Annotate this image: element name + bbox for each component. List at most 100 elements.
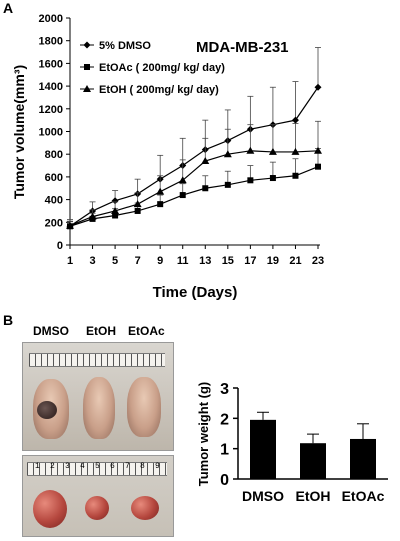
y-tick-label: 0: [57, 240, 63, 252]
y-tick-label: 1000: [39, 127, 63, 139]
legend-label: 5% DMSO: [99, 40, 151, 52]
bar-etoac: [350, 438, 376, 479]
tumor-etoh: [85, 496, 109, 520]
series-square: [67, 148, 321, 230]
ruler-number: 8: [140, 462, 145, 471]
x-tick-label: 21: [289, 255, 301, 267]
y-tick-label: 400: [45, 195, 63, 207]
data-point: [269, 175, 276, 182]
y-tick-label: 3: [220, 381, 229, 398]
y-tick-label: 1: [220, 442, 229, 459]
data-point: [156, 187, 165, 195]
ruler-number: 4: [80, 462, 85, 471]
data-point: [133, 200, 142, 208]
x-tick-label: 9: [157, 255, 163, 267]
ruler: [29, 353, 165, 367]
data-point: [179, 192, 186, 199]
x-tick-label: 1: [67, 255, 73, 267]
series-line: [69, 166, 319, 227]
series-diamond: [66, 47, 322, 230]
data-point: [223, 150, 232, 158]
mouse-etoh: [83, 377, 115, 439]
data-point: [292, 172, 299, 179]
y-axis-label: Tumor weight (g): [196, 382, 211, 486]
y-tick-label: 2: [220, 411, 229, 428]
data-point: [134, 207, 141, 214]
data-point: [88, 212, 97, 220]
data-point: [247, 177, 254, 184]
data-point: [157, 201, 164, 208]
photo-label-etoh: EtOH: [86, 324, 116, 338]
mouse-etoac: [127, 377, 161, 437]
data-point: [314, 146, 322, 154]
x-tick-label: 7: [135, 255, 141, 267]
ruler-number: 3: [65, 462, 70, 471]
x-tick-label: 13: [199, 255, 211, 267]
data-point: [111, 197, 119, 205]
x-tick-label: 3: [89, 255, 95, 267]
tumor-in-mouse: [37, 401, 57, 419]
x-tick-label: 17: [244, 255, 256, 267]
tumor-etoac: [131, 496, 159, 520]
ruler-number: 6: [110, 462, 115, 471]
tumors-photo: 1 2 3 4 5 6 7 8 9: [22, 455, 174, 537]
x-tick-label: 19: [267, 255, 279, 267]
x-tick-label: DMSO: [242, 488, 284, 504]
data-point: [224, 181, 231, 188]
legend-label: EtOH ( 200mg/ kg/ day): [99, 84, 219, 96]
y-tick-label: 1600: [39, 58, 63, 70]
data-point: [246, 146, 255, 154]
data-point: [112, 212, 119, 219]
y-tick-label: 600: [45, 172, 63, 184]
data-point: [111, 206, 120, 214]
bar-dmso: [250, 419, 276, 479]
legend-label: EtOAc ( 200mg/ kg/ day): [99, 62, 225, 74]
x-axis-label: Time (Days): [153, 284, 238, 301]
y-axis-label: Tumor volume(mm³): [11, 65, 27, 199]
data-point: [201, 157, 210, 165]
ruler-number: 2: [50, 462, 55, 471]
data-point: [291, 147, 300, 155]
series-line: [69, 150, 319, 227]
data-point: [202, 185, 209, 192]
legend-marker: [83, 41, 91, 49]
data-point: [268, 147, 277, 155]
photo-label-dmso: DMSO: [33, 324, 69, 338]
ruler-number: 7: [125, 462, 130, 471]
series-line: [69, 86, 319, 227]
x-tick-label: 5: [112, 255, 118, 267]
x-tick-label: EtOH: [296, 488, 331, 504]
y-tick-label: 200: [45, 217, 63, 229]
y-tick-label: 1800: [39, 36, 63, 48]
x-tick-label: 11: [177, 255, 189, 267]
legend-marker: [84, 64, 90, 70]
mice-photo: [22, 342, 174, 451]
panel-b-label: B: [3, 312, 14, 328]
x-tick-label: 15: [222, 255, 234, 267]
ruler-number: 9: [155, 462, 160, 471]
data-point: [315, 163, 321, 170]
data-point: [178, 176, 187, 184]
chart-title: MDA-MB-231: [196, 39, 289, 56]
data-point: [291, 116, 299, 124]
panel-a-label: A: [3, 0, 14, 16]
photo-label-etoac: EtOAc: [128, 324, 165, 338]
data-point: [66, 221, 74, 229]
x-tick-label: 23: [312, 255, 324, 267]
y-tick-label: 2000: [39, 13, 63, 25]
ruler-number: 1: [35, 462, 40, 471]
tumor-weight-bar-chart: 0 1 2 3 DMSO EtOH EtOAc Tumor weight (g): [196, 381, 388, 504]
x-tick-label: EtOAc: [342, 488, 385, 504]
legend-marker: [83, 85, 91, 92]
tumor-dmso: [33, 490, 67, 528]
data-point: [314, 83, 322, 91]
bar-etoh: [300, 443, 326, 479]
y-tick-label: 1200: [39, 104, 63, 116]
y-tick-label: 800: [45, 149, 63, 161]
y-tick-label: 1400: [39, 81, 63, 93]
ruler: 1 2 3 4 5 6 7 8 9: [27, 462, 167, 476]
ruler-number: 5: [95, 462, 100, 471]
y-tick-label: 0: [220, 472, 229, 489]
series-triangle: [66, 120, 322, 229]
